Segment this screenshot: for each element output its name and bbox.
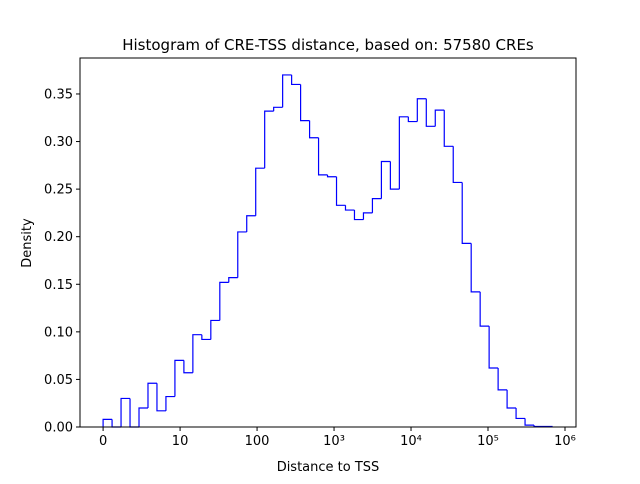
histogram-bin [139, 408, 148, 427]
histogram-bin [381, 162, 390, 199]
histogram-bin [525, 418, 534, 425]
histogram-bin [193, 335, 202, 373]
histogram-bin [121, 398, 130, 427]
x-tick-label: 10³ [323, 434, 345, 449]
histogram-bin [399, 117, 408, 189]
histogram-bin [453, 146, 462, 182]
histogram-bin [363, 213, 372, 220]
x-tick-label: 0 [99, 434, 107, 449]
histogram-bin [301, 84, 310, 120]
y-tick-label: 0.30 [44, 135, 73, 150]
histogram-bin [328, 175, 337, 177]
histogram-bin [408, 117, 417, 122]
y-tick-label: 0.35 [44, 87, 73, 102]
histogram-bin [534, 425, 543, 426]
histogram-bin [345, 205, 354, 210]
histogram-bin [256, 168, 265, 216]
x-tick-label: 100 [245, 434, 270, 449]
histogram-bin [354, 210, 363, 220]
histogram-bin [435, 110, 444, 126]
y-tick-label: 0.10 [44, 325, 73, 340]
histogram-bin [265, 111, 274, 168]
histogram-bin [516, 408, 525, 418]
x-tick-label: 10 [172, 434, 189, 449]
histogram-bin [462, 182, 471, 243]
histogram-bin [417, 99, 426, 122]
y-tick-label: 0.20 [44, 230, 73, 245]
histogram-bin [337, 177, 346, 206]
histogram-bin [175, 360, 184, 396]
y-tick-label: 0.15 [44, 278, 73, 293]
histogram-bin [292, 75, 301, 85]
histogram-bin [319, 138, 328, 175]
histogram-bin [157, 383, 166, 411]
histogram-bin [283, 75, 292, 107]
histogram-bin [211, 320, 220, 339]
histogram-bin [498, 368, 507, 390]
histogram-bin [166, 397, 175, 411]
histogram-bin [202, 335, 211, 340]
histogram-bin [390, 162, 399, 190]
histogram-bin [220, 282, 229, 320]
histogram-bin [372, 199, 381, 213]
histogram-bin [444, 110, 453, 146]
y-tick-label: 0.05 [44, 373, 73, 388]
chart-title: Histogram of CRE-TSS distance, based on:… [122, 36, 534, 54]
histogram-bin [130, 398, 139, 427]
x-axis-label: Distance to TSS [277, 460, 380, 475]
histogram-bin [507, 390, 516, 408]
histogram-bin [238, 232, 247, 278]
histogram-bin [103, 419, 112, 427]
histogram-bin [247, 216, 256, 232]
y-tick-label: 0.00 [44, 421, 73, 436]
histogram-bin [274, 107, 283, 111]
y-tick-label: 0.25 [44, 183, 73, 198]
histogram-bin [480, 292, 489, 326]
x-tick-label: 10⁵ [477, 434, 499, 449]
x-tick-label: 10⁶ [554, 434, 576, 449]
histogram-bin [148, 383, 157, 408]
histogram-bin [112, 419, 121, 427]
histogram-bin [310, 121, 319, 138]
plot-frame [80, 58, 576, 427]
x-tick-label: 10⁴ [400, 434, 422, 449]
histogram-bin [184, 360, 193, 372]
histogram-bin [471, 243, 480, 292]
histogram-bin [426, 99, 435, 127]
histogram-bin [229, 278, 238, 283]
y-axis-label: Density [20, 218, 35, 268]
histogram-bin [489, 326, 498, 368]
